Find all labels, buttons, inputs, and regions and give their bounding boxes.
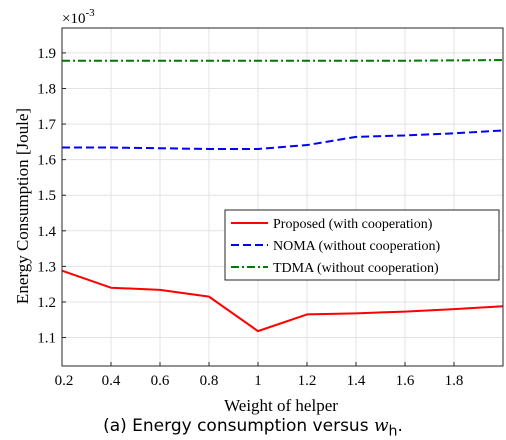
x-axis-title: Weight of helper bbox=[224, 396, 338, 415]
legend-box bbox=[224, 209, 500, 281]
y-tick-label: 1.2 bbox=[37, 295, 56, 311]
caption-text: (a) Energy consumption versus bbox=[103, 416, 374, 436]
y-axis-title: Energy Consumption [Joule] bbox=[13, 108, 32, 304]
y-tick-label: 1.8 bbox=[37, 81, 56, 97]
x-tick-label: 0.4 bbox=[102, 373, 121, 389]
y-tick-label: 1.6 bbox=[37, 153, 56, 169]
x-tick-label: 1.4 bbox=[347, 373, 366, 389]
x-tick-label: 1.8 bbox=[445, 373, 464, 389]
x-tick-label: 0.8 bbox=[200, 373, 219, 389]
y-tick-label: 1.7 bbox=[37, 117, 56, 133]
legend-label-tdma: TDMA (without cooperation) bbox=[273, 261, 439, 276]
legend-label-proposed: Proposed (with cooperation) bbox=[273, 217, 433, 232]
y-tick-label: 1.1 bbox=[37, 331, 56, 347]
series-line-noma bbox=[62, 129, 504, 150]
legend-label-noma: NOMA (without cooperation) bbox=[273, 239, 441, 254]
y-tick-label: 1.5 bbox=[37, 188, 56, 204]
x-tick-label: 1.6 bbox=[396, 373, 415, 389]
x-tick-label: 0.2 bbox=[55, 373, 74, 389]
x-tick-label: 0.6 bbox=[151, 373, 170, 389]
caption-variable: w bbox=[373, 416, 389, 436]
x-tick-label: 1.2 bbox=[298, 373, 317, 389]
legend: Proposed (with cooperation) NOMA (withou… bbox=[224, 209, 500, 281]
series-line-proposed bbox=[61, 269, 504, 333]
caption-suffix: . bbox=[397, 416, 403, 436]
tick-labels: 0.2 0.4 0.6 0.8 1 1.2 1.4 1.6 1.8 1.1 1.2 1.3 1.4 1.5… bbox=[37, 46, 463, 389]
y-tick-label: 1.9 bbox=[37, 46, 56, 62]
grid bbox=[61, 28, 503, 366]
x-tick-label: 1 bbox=[254, 373, 262, 389]
plot-frame bbox=[61, 27, 504, 367]
y-tick-label: 1.3 bbox=[37, 259, 56, 275]
caption-subscript: h bbox=[388, 423, 398, 440]
series-lines bbox=[61, 59, 504, 333]
y-exponent: ×10-3 bbox=[62, 7, 95, 27]
y-tick-label: 1.4 bbox=[37, 224, 56, 240]
figure-caption: (a) Energy consumption versus wh. bbox=[0, 416, 506, 439]
series-line-tdma bbox=[62, 59, 504, 62]
